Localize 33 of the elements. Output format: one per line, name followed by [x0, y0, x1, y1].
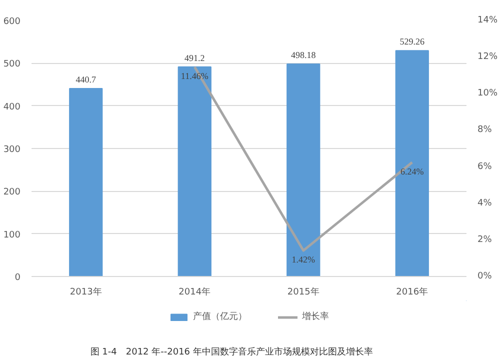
data-label: 440.7 [76, 74, 96, 84]
y-tick-label: 600 [3, 17, 21, 27]
y2-tick-label: 6% [478, 162, 492, 172]
x-tick-label: 2014年 [178, 286, 211, 298]
y-tick-label: 300 [3, 145, 21, 155]
data-label: 491.2 [184, 52, 205, 63]
y2-tick-label: 0% [478, 272, 492, 282]
data-label: 498.18 [291, 50, 316, 60]
data-label: 11.46% [180, 70, 209, 81]
x-tick-label: 2013年 [70, 286, 102, 298]
bar [395, 50, 429, 276]
legend-label: 增长率 [302, 310, 329, 323]
y2-tick-label: 8% [478, 125, 492, 136]
bar [286, 63, 320, 276]
bar [178, 66, 212, 276]
x-tick-label: 2015年 [287, 286, 320, 298]
x-tick-label: 2016年 [396, 286, 428, 298]
y-tick-label: 200 [3, 188, 21, 198]
y2-tick-label: 10% [478, 88, 498, 99]
y-tick-label: 0 [14, 273, 21, 283]
y2-tick-label: 4% [478, 198, 492, 208]
data-label: 6.24% [400, 166, 424, 176]
y-tick-label: 100 [3, 230, 21, 240]
bar [69, 88, 103, 276]
y2-tick-label: 12% [478, 52, 498, 62]
y-tick-label: 400 [3, 102, 21, 112]
y2-tick-label: 2% [478, 234, 492, 245]
data-label: 529.26 [400, 36, 425, 47]
data-label: 1.42% [292, 254, 316, 265]
y2-tick-label: 14% [478, 16, 498, 26]
y-tick-label: 500 [3, 60, 21, 70]
caption: 图 1-4 2012 年--2016 年中国数字音乐产业市场规模对比图及增长率 [90, 346, 373, 358]
legend-label: 产值（亿元） [193, 310, 247, 323]
